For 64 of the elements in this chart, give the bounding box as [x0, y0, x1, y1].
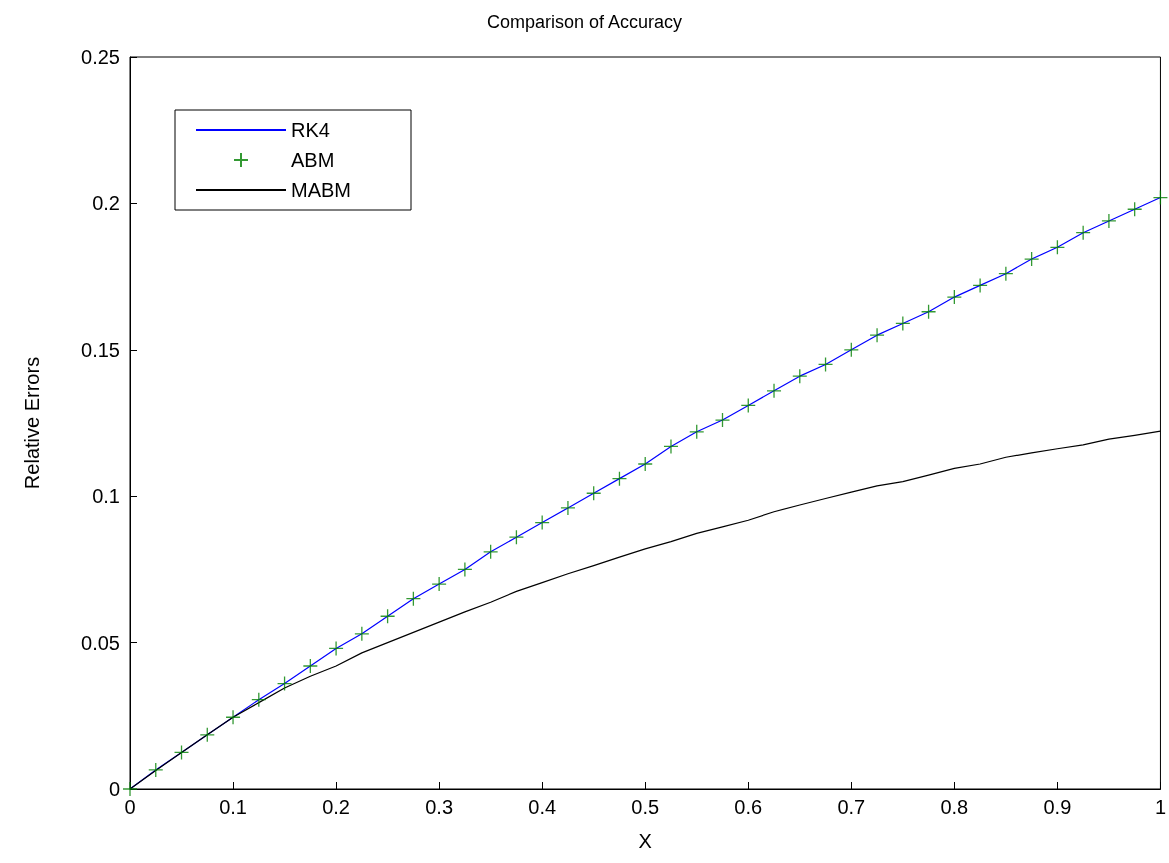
point	[766, 383, 782, 399]
x-tick-label: 0.9	[1043, 796, 1072, 818]
x-tick-label: 0.5	[631, 796, 660, 818]
x-axis-title: X	[638, 830, 652, 852]
point	[199, 727, 215, 743]
point	[431, 576, 447, 592]
point	[1127, 201, 1143, 217]
point	[173, 744, 190, 761]
point	[740, 397, 756, 414]
x-tick-label: 0.7	[837, 796, 866, 818]
point	[1101, 213, 1117, 229]
point	[276, 675, 293, 692]
point	[560, 500, 576, 516]
x-tick-label: 0	[124, 796, 136, 818]
point	[714, 412, 731, 428]
point	[895, 315, 911, 332]
point	[1023, 251, 1040, 267]
x-tick-label: 0.1	[219, 796, 247, 818]
y-tick-label: 0.2	[92, 192, 120, 215]
point	[1075, 225, 1091, 241]
point	[302, 658, 318, 674]
point	[405, 591, 422, 607]
point	[689, 424, 705, 440]
y-tick-label: 0.1	[92, 485, 120, 508]
x-tick-label: 0.8	[940, 796, 969, 818]
x-tick-label: 0.2	[322, 796, 350, 818]
chart-title: Comparison of Accuracy	[486, 12, 683, 32]
point	[1152, 189, 1169, 206]
point	[586, 485, 602, 501]
point	[534, 514, 550, 531]
legend-label: ABM	[291, 149, 335, 171]
x-tick-label: 0.4	[528, 796, 557, 818]
y-tick-label: 0.05	[81, 631, 120, 654]
y-axis-title: Relative Errors	[21, 356, 43, 490]
point	[328, 640, 344, 657]
point	[148, 762, 164, 778]
point	[611, 470, 628, 487]
point	[379, 608, 396, 624]
point	[508, 529, 525, 545]
y-tick-label: 0.25	[81, 46, 120, 68]
x-tick-label: 0.3	[425, 796, 454, 818]
y-tick-label: 0	[108, 778, 120, 800]
point	[972, 277, 988, 294]
point	[817, 356, 834, 373]
point	[637, 456, 653, 472]
x-tick-label: 1	[1154, 796, 1166, 818]
point	[843, 342, 859, 358]
point	[946, 289, 962, 305]
point	[920, 304, 937, 320]
point	[457, 561, 473, 578]
y-tick-label: 0.15	[81, 338, 120, 361]
point	[483, 544, 499, 560]
point	[663, 438, 679, 455]
point	[1049, 239, 1066, 255]
x-tick-label: 0.6	[734, 796, 763, 818]
point	[869, 327, 885, 343]
legend-label: RK4	[291, 119, 330, 141]
point	[122, 781, 138, 797]
legend-label: MABM	[291, 179, 351, 201]
point	[792, 368, 808, 384]
point	[225, 709, 241, 725]
point	[354, 626, 370, 642]
point	[998, 266, 1014, 282]
point	[251, 692, 267, 708]
